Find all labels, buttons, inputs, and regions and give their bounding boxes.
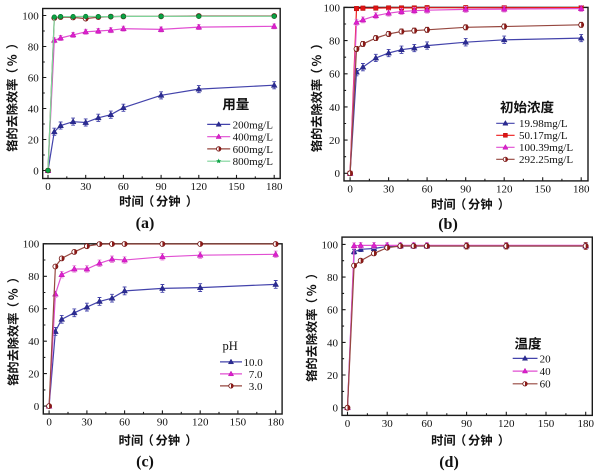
svg-text:60: 60: [28, 304, 40, 316]
svg-text:0: 0: [46, 417, 52, 429]
svg-text:400mg/L: 400mg/L: [233, 132, 274, 144]
svg-text:100: 100: [324, 2, 341, 14]
svg-text:30: 30: [81, 417, 93, 429]
svg-text:60: 60: [540, 379, 552, 391]
svg-text:20: 20: [540, 353, 552, 365]
svg-text:40: 40: [327, 337, 339, 349]
svg-text:(a): (a): [136, 215, 155, 232]
svg-text:150: 150: [538, 418, 555, 430]
svg-text:7.0: 7.0: [249, 369, 263, 381]
svg-text:3.0: 3.0: [249, 381, 263, 393]
svg-text:40: 40: [28, 336, 40, 348]
svg-text:600mg/L: 600mg/L: [233, 144, 274, 156]
svg-text:100.39mg/L: 100.39mg/L: [519, 142, 573, 154]
svg-text:0: 0: [34, 401, 40, 413]
svg-text:60: 60: [28, 72, 40, 84]
svg-text:0: 0: [347, 184, 353, 196]
svg-text:80: 80: [329, 36, 341, 48]
svg-text:0: 0: [33, 165, 39, 177]
svg-text:800mg/L: 800mg/L: [233, 156, 274, 168]
svg-text:100: 100: [22, 10, 39, 22]
svg-text:120: 120: [498, 418, 515, 430]
svg-text:292.25mg/L: 292.25mg/L: [519, 154, 573, 166]
svg-text:20: 20: [327, 370, 339, 382]
svg-text:180: 180: [573, 184, 590, 196]
svg-text:60: 60: [327, 305, 339, 317]
svg-text:0: 0: [345, 418, 351, 430]
svg-text:40: 40: [28, 103, 40, 115]
svg-text:120: 120: [496, 184, 513, 196]
svg-text:0: 0: [333, 403, 339, 415]
svg-text:60: 60: [119, 417, 131, 429]
svg-text:60: 60: [118, 181, 130, 193]
svg-text:90: 90: [461, 418, 473, 430]
svg-text:90: 90: [157, 417, 169, 429]
svg-text:60: 60: [329, 69, 341, 81]
svg-text:120: 120: [191, 181, 208, 193]
svg-text:60: 60: [421, 418, 433, 430]
svg-text:20: 20: [28, 369, 40, 381]
svg-text:80: 80: [28, 271, 40, 283]
svg-text:90: 90: [460, 184, 472, 196]
svg-text:30: 30: [382, 418, 394, 430]
svg-text:100: 100: [23, 239, 40, 251]
svg-text:150: 150: [230, 417, 247, 429]
svg-text:60: 60: [422, 184, 434, 196]
svg-text:80: 80: [327, 272, 339, 284]
svg-text:(b): (b): [438, 216, 458, 233]
svg-text:30: 30: [80, 181, 92, 193]
svg-text:0: 0: [45, 181, 51, 193]
svg-text:50.17mg/L: 50.17mg/L: [519, 130, 568, 142]
svg-text:180: 180: [266, 181, 283, 193]
svg-text:180: 180: [577, 418, 594, 430]
svg-text:19.98mg/L: 19.98mg/L: [519, 118, 568, 130]
svg-text:10.0: 10.0: [244, 357, 264, 369]
svg-text:100: 100: [322, 239, 339, 251]
svg-text:150: 150: [228, 181, 245, 193]
svg-text:(c): (c): [136, 454, 154, 471]
svg-text:20: 20: [28, 134, 40, 146]
svg-text:90: 90: [156, 181, 168, 193]
svg-text:120: 120: [192, 417, 209, 429]
svg-text:pH: pH: [223, 339, 238, 353]
svg-text:200mg/L: 200mg/L: [233, 119, 274, 131]
svg-text:40: 40: [540, 366, 552, 378]
svg-text:30: 30: [383, 184, 395, 196]
svg-text:80: 80: [28, 41, 40, 53]
svg-text:(d): (d): [439, 454, 459, 471]
svg-text:0: 0: [335, 168, 341, 180]
svg-text:180: 180: [267, 417, 284, 429]
svg-text:150: 150: [534, 184, 551, 196]
svg-text:40: 40: [329, 102, 341, 114]
svg-text:20: 20: [329, 135, 341, 147]
